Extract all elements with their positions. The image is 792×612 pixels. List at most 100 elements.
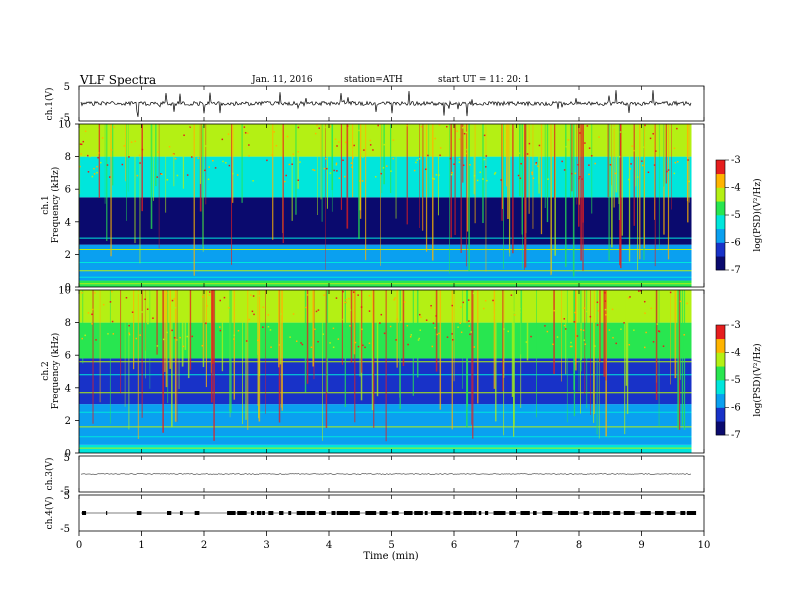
frequency-tick-label: 6 — [65, 185, 71, 196]
ch4-pulse — [520, 511, 530, 515]
colorbar-1-gradient — [716, 160, 725, 271]
spectrogram-speckle — [258, 294, 261, 297]
spectrogram-speckle — [166, 292, 168, 294]
spectrogram-speckle — [643, 300, 646, 303]
spectrogram-speckle — [676, 127, 678, 130]
spectrogram-speckle — [571, 172, 573, 175]
spectrogram-speckle — [208, 298, 210, 301]
frequency-tick-label: 10 — [58, 286, 71, 297]
ch4-pulse — [331, 511, 336, 515]
colorbar-1-ticks: -3 -4 -5 -6 -7 — [725, 155, 741, 276]
spectrogram-speckle — [505, 298, 508, 301]
spectrogram-speckle — [128, 156, 130, 158]
spectrogram-speckle — [342, 290, 344, 293]
spectrogram-speckle — [611, 308, 614, 311]
spectrogram-speckle — [189, 126, 191, 128]
spectrogram-speckle — [336, 170, 338, 172]
spectrogram-speckle — [253, 313, 255, 316]
spectrogram-speckle — [578, 177, 580, 180]
time-tick-label: 9 — [638, 540, 644, 551]
spectrogram-speckle — [208, 294, 211, 296]
spectrogram-speckle — [652, 133, 654, 135]
spectrogram-band-2 — [79, 358, 692, 405]
spectrogram-speckle — [399, 321, 402, 323]
spectrogram-speckle — [451, 171, 454, 174]
spectrogram-speckle — [134, 140, 137, 143]
spectrogram-speckle — [674, 161, 677, 164]
spectrogram-speckle — [81, 292, 83, 294]
spectrogram-speckle — [148, 133, 150, 136]
ch4-pulse — [473, 511, 477, 515]
colorbar-2: -3 -4 -5 -6 -7 log(PSD)(V²/Hz) — [715, 320, 763, 441]
spectrogram-speckle — [484, 300, 487, 302]
spectrogram-speckle — [600, 124, 602, 127]
spectrogram-speckle — [629, 296, 631, 298]
spectrogram-speckle — [156, 176, 159, 178]
figure-title: VLF Spectra — [79, 73, 156, 87]
spectrogram-speckle — [565, 145, 568, 148]
spectrogram-speckle — [239, 128, 242, 131]
ch4-pulse — [268, 511, 274, 515]
spectrogram-speckle — [147, 322, 149, 325]
spectrogram-speckle — [333, 169, 335, 172]
spectrogram-speckle — [236, 174, 239, 176]
frequency-tick-label: 8 — [65, 152, 71, 163]
spectrogram-speckle — [101, 293, 104, 296]
spectrogram-blank-tail — [691, 124, 704, 287]
spectrogram-speckle — [416, 159, 418, 161]
spectrogram-speckle — [586, 310, 588, 313]
spectrogram-speckle — [138, 154, 141, 157]
spectrogram-speckle — [618, 155, 621, 158]
spectrogram-speckle — [468, 325, 471, 327]
spectrogram-speckle — [332, 327, 335, 330]
spectrogram-speckle — [633, 329, 635, 332]
spectrogram-speckle — [638, 290, 640, 292]
spectrogram-speckle — [270, 346, 272, 348]
spectrogram-speckle — [227, 133, 230, 135]
spectrogram-speckle — [352, 291, 355, 293]
spectrogram-speckle — [212, 159, 214, 162]
spectrogram-speckle — [208, 291, 211, 293]
spectrogram-speckle — [351, 166, 353, 168]
spectrogram-speckle — [289, 336, 291, 338]
spectrogram-speckle — [336, 142, 338, 144]
spectrogram-speckle — [532, 177, 535, 180]
ch1-ylabel: ch.1(V) — [44, 88, 55, 121]
spectrogram-speckle — [135, 337, 138, 340]
time-tick-label: 5 — [388, 540, 394, 551]
spectrogram-speckle — [322, 333, 325, 335]
spectrogram-speckle — [612, 336, 614, 339]
spectrogram-speckle — [310, 346, 313, 349]
ch4-pulse — [403, 511, 413, 515]
spectrogram-speckle — [89, 155, 91, 158]
spectrogram-speckle — [403, 301, 406, 303]
spectrogram-speckle — [219, 310, 222, 313]
spectrogram-speckle — [596, 301, 599, 304]
spectrogram-speckle — [594, 162, 596, 165]
colorbar-tick-label: -5 — [731, 210, 741, 221]
time-tick-label: 7 — [513, 540, 519, 551]
ch1-frequency-ticks: 0 2 4 6 8 10 — [58, 120, 79, 294]
spectrogram-speckle — [419, 329, 422, 331]
spectrogram-speckle — [182, 345, 185, 348]
spectrogram-speckle — [317, 309, 320, 311]
spectrogram-speckle — [121, 163, 124, 166]
spectrogram-speckle — [537, 165, 539, 167]
spectrogram-speckle — [415, 161, 417, 164]
spectrogram-speckle — [205, 322, 207, 325]
ch4-panel: ch.4(V) 5 -5 — [44, 491, 705, 535]
ch4-pulse — [179, 511, 183, 515]
spectrogram-speckle — [131, 317, 133, 319]
spectrogram-speckle — [302, 318, 304, 321]
colorbar-1: -3 -4 -5 -6 -7 log(PSD)(V²/Hz) — [715, 155, 763, 276]
spectrogram-speckle — [189, 125, 192, 127]
ch4-pulse — [306, 511, 316, 515]
spectrogram-speckle — [431, 345, 434, 348]
frequency-tick-label: 4 — [65, 383, 71, 394]
spectrogram-speckle — [586, 135, 589, 138]
spectrogram-speckle — [94, 292, 96, 294]
spectrogram-speckle — [544, 325, 546, 327]
spectrogram-speckle — [485, 155, 488, 157]
spectrogram-speckle — [152, 317, 154, 319]
spectrogram-speckle — [460, 331, 463, 334]
